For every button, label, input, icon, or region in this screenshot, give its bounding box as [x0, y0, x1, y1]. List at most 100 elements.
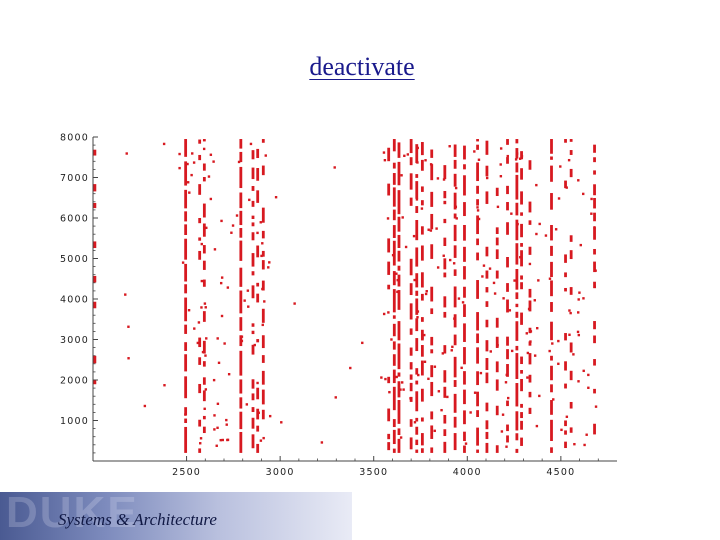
- data-point-run: [397, 381, 401, 398]
- data-point: [199, 437, 203, 440]
- data-point: [510, 212, 513, 215]
- data-point: [525, 332, 528, 335]
- data-point-run: [261, 230, 265, 239]
- data-point-run: [515, 202, 519, 216]
- data-point-run: [463, 304, 466, 317]
- data-point-run: [420, 345, 424, 357]
- data-point-run: [93, 202, 97, 209]
- data-point-run: [202, 426, 206, 434]
- data-point-run: [506, 157, 509, 164]
- data-point: [383, 158, 387, 162]
- data-point: [585, 433, 588, 436]
- data-point-run: [202, 245, 206, 254]
- data-point: [424, 292, 428, 296]
- data-point-run: [93, 275, 97, 283]
- data-point: [261, 242, 264, 245]
- data-point-run: [593, 335, 596, 344]
- data-point-run: [261, 389, 265, 405]
- data-point: [535, 424, 539, 428]
- data-point-run: [528, 353, 532, 365]
- data-point-run: [564, 420, 567, 427]
- data-point-run: [463, 347, 466, 365]
- data-point: [390, 338, 393, 341]
- data-point-run: [387, 183, 391, 196]
- data-point: [485, 176, 489, 180]
- data-point-run: [485, 191, 489, 204]
- data-point-run: [239, 290, 243, 314]
- data-point-run: [453, 416, 457, 428]
- data-point: [548, 349, 551, 353]
- data-point-run: [515, 243, 519, 265]
- data-point-run: [550, 156, 553, 160]
- data-point: [181, 261, 185, 264]
- data-point-run: [415, 273, 419, 288]
- data-point-run: [528, 300, 532, 312]
- data-point-run: [198, 337, 202, 348]
- data-point-run: [564, 272, 567, 278]
- data-point-run: [397, 161, 401, 186]
- data-point-run: [463, 202, 466, 217]
- data-point-run: [261, 260, 265, 270]
- data-point-run: [520, 243, 523, 247]
- data-point: [382, 312, 386, 316]
- data-point: [186, 162, 189, 166]
- data-point: [440, 408, 443, 412]
- data-point: [402, 388, 405, 391]
- data-point-run: [463, 323, 466, 342]
- data-point: [448, 258, 452, 262]
- data-point: [533, 299, 536, 302]
- data-point: [143, 404, 147, 408]
- data-point: [413, 278, 416, 282]
- data-point-run: [520, 212, 523, 216]
- data-point: [203, 407, 206, 411]
- data-point: [248, 198, 251, 202]
- data-point: [421, 336, 424, 339]
- data-point: [518, 157, 522, 160]
- data-point: [476, 209, 480, 212]
- data-point: [437, 390, 441, 393]
- data-point: [446, 395, 449, 399]
- data-point: [477, 158, 481, 161]
- data-point-run: [463, 246, 466, 262]
- data-point-run: [397, 321, 401, 341]
- data-point-run: [202, 390, 206, 402]
- data-point-run: [251, 379, 255, 389]
- data-point: [435, 227, 438, 230]
- data-point-run: [515, 219, 519, 241]
- scatter-plot: 1000 2000 3000 4000 5000 6000 7000 8000 2500 3000…: [40, 120, 630, 476]
- data-point: [442, 254, 445, 257]
- data-point-run: [593, 321, 596, 330]
- data-point-run: [256, 443, 260, 453]
- footer-text: Systems & Architecture: [58, 510, 217, 529]
- data-point: [401, 216, 404, 219]
- data-point-run: [251, 232, 255, 241]
- data-point-run: [415, 439, 419, 446]
- data-point: [212, 160, 215, 163]
- data-point: [382, 151, 386, 154]
- data-point: [502, 297, 505, 300]
- data-point-run: [550, 261, 553, 278]
- data-point-run: [453, 269, 457, 276]
- data-point-run: [251, 330, 255, 335]
- data-point: [535, 232, 538, 236]
- data-point-run: [495, 445, 499, 453]
- data-point-run: [251, 407, 255, 413]
- data-point-run: [476, 347, 479, 364]
- data-point-run: [453, 314, 457, 328]
- data-point: [454, 186, 458, 190]
- data-point: [162, 142, 166, 146]
- data-point-run: [256, 148, 260, 159]
- data-point-run: [251, 253, 255, 267]
- data-point-run: [251, 434, 255, 449]
- data-point-run: [251, 150, 255, 160]
- data-point-run: [593, 359, 596, 366]
- data-point-run: [495, 405, 499, 416]
- data-point: [572, 353, 575, 356]
- data-point-run: [387, 147, 391, 162]
- data-point: [577, 179, 580, 182]
- data-point: [124, 293, 127, 296]
- y-tick-label: 3000: [60, 335, 89, 346]
- data-point-run: [528, 201, 532, 213]
- data-point: [493, 292, 497, 295]
- data-point: [577, 311, 580, 314]
